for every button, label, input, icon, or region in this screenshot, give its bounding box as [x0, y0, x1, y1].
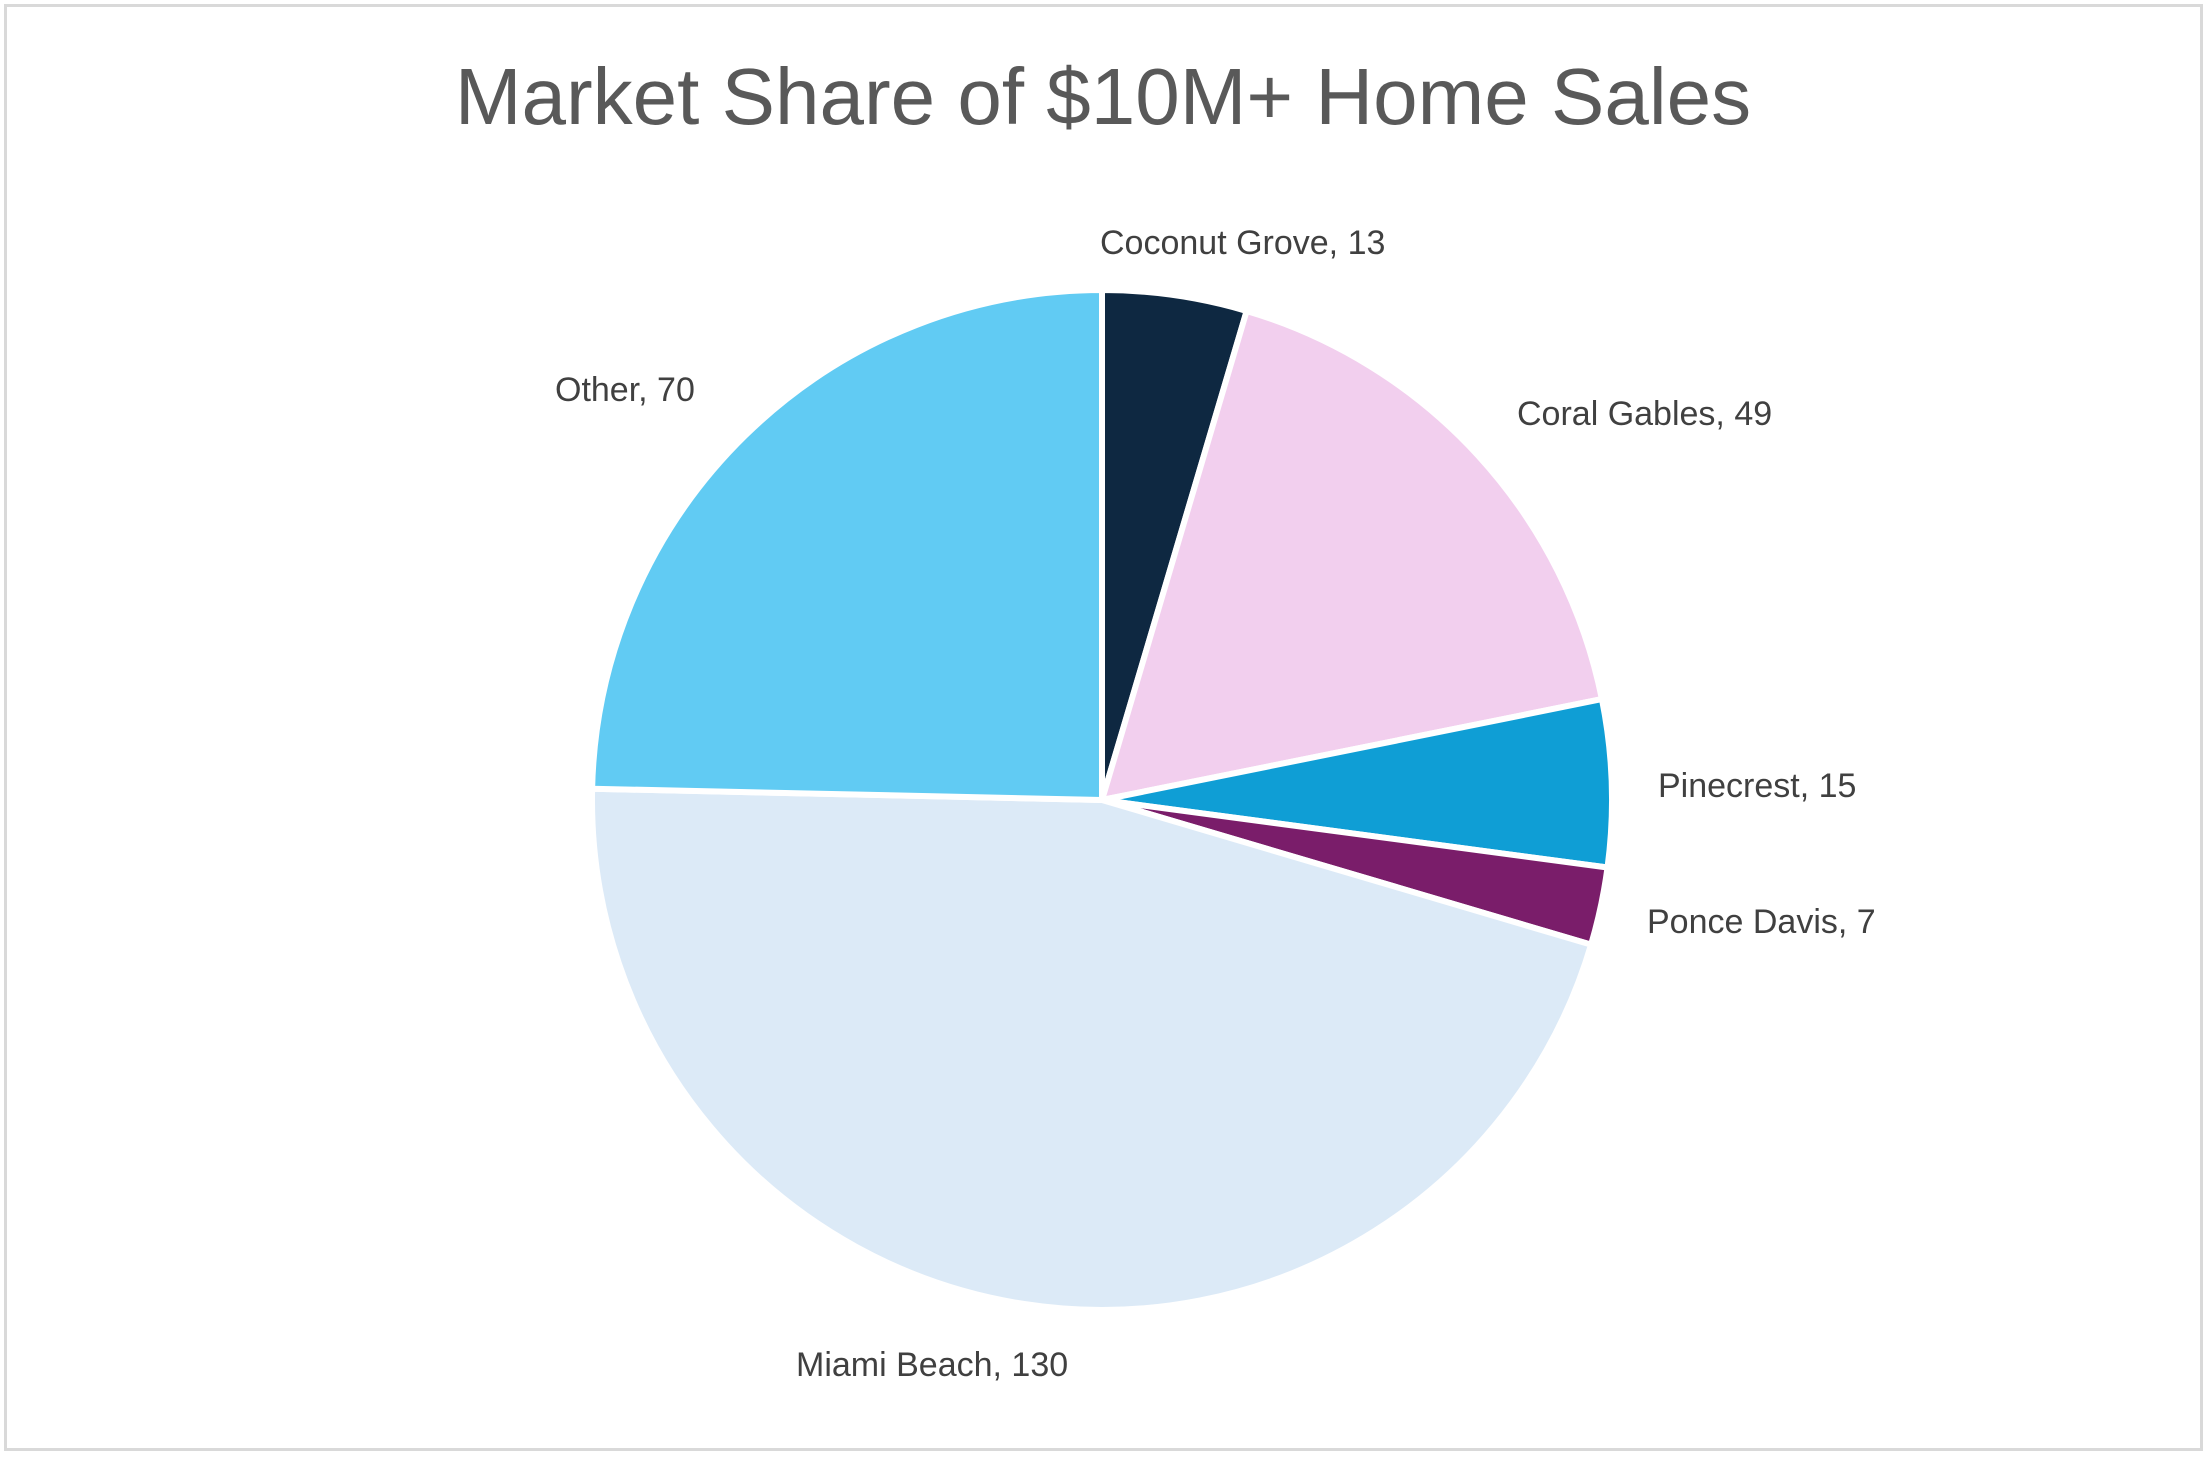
pie-slice-pinecrest [1099, 696, 1615, 871]
data-label-coconut-grove: Coconut Grove, 13 [1100, 224, 1385, 262]
pie-slice-miami-beach [589, 785, 1595, 1313]
chart-frame [4, 4, 2203, 1451]
pie-slice-other [589, 287, 1105, 803]
pie-slice-coral-gables [1099, 307, 1605, 803]
data-label-pinecrest: Pinecrest, 15 [1658, 767, 1856, 805]
data-label-coral-gables: Coral Gables, 49 [1517, 395, 1772, 433]
data-label-miami-beach: Miami Beach, 130 [796, 1346, 1068, 1384]
data-label-other: Other, 70 [555, 371, 695, 409]
chart-title: Market Share of $10M+ Home Sales [455, 52, 1751, 141]
data-label-ponce-davis: Ponce Davis, 7 [1647, 903, 1876, 941]
